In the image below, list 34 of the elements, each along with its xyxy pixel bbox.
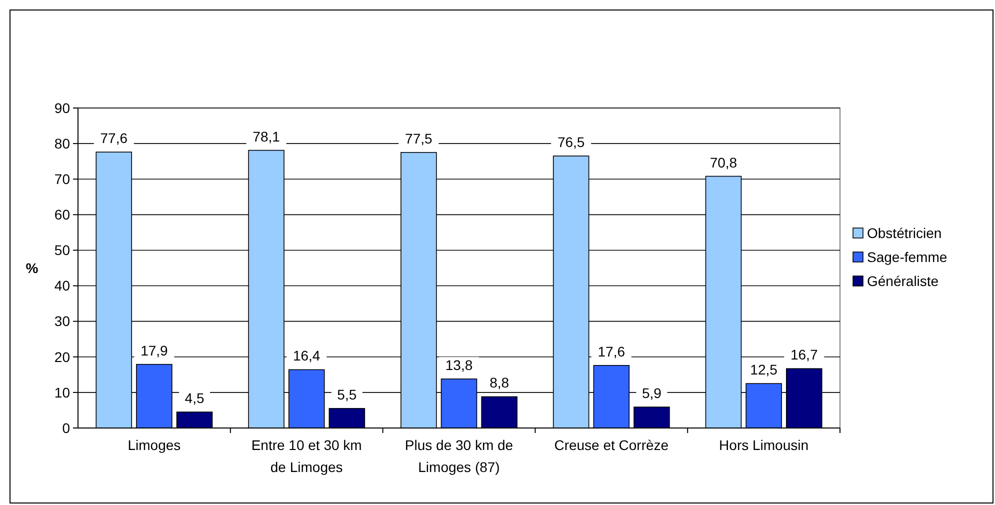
y-tick-label: 10	[54, 384, 70, 400]
legend-label: Généraliste	[867, 272, 939, 289]
y-tick-label: 30	[54, 313, 70, 330]
y-tick-label: 90	[54, 100, 70, 116]
data-label: 5,5	[337, 386, 357, 402]
x-tick-label: Entre 10 et 30 km de Limoges	[251, 437, 362, 475]
data-label: 13,8	[445, 356, 473, 373]
data-label: 77,5	[405, 130, 433, 146]
data-label: 70,8	[710, 154, 738, 170]
y-axis-title: %	[26, 260, 39, 276]
data-label: 16,7	[790, 346, 818, 363]
data-label: 17,9	[140, 342, 168, 358]
data-label: 77,6	[100, 130, 128, 146]
data-label: 4,5	[184, 390, 204, 406]
y-tick-label: 60	[54, 206, 70, 223]
data-label: 76,5	[557, 134, 585, 150]
y-tick-label: 0	[62, 420, 70, 436]
data-label: 5,9	[642, 385, 662, 402]
y-tick-label: 40	[54, 278, 70, 294]
data-label: 17,6	[598, 343, 626, 360]
data-label: 8,8	[490, 374, 510, 391]
y-tick-label: 50	[54, 242, 70, 258]
data-label: 16,4	[292, 348, 320, 364]
data-label: 78,1	[252, 128, 280, 144]
x-tick-label: Hors Limousin	[719, 437, 809, 453]
data-label: 12,5	[750, 362, 778, 378]
y-tick-label: 20	[54, 348, 70, 365]
x-tick-label: Creuse et Corrèze	[554, 437, 669, 453]
y-tick-label: 80	[54, 135, 70, 152]
legend-label: Obstétricien	[867, 224, 942, 241]
y-tick-label: 70	[54, 171, 70, 188]
x-tick-label: Limoges	[128, 437, 181, 453]
x-tick-label: Plus de 30 km de Limoges (87)	[404, 437, 514, 475]
legend-label: Sage-femme	[867, 248, 948, 265]
